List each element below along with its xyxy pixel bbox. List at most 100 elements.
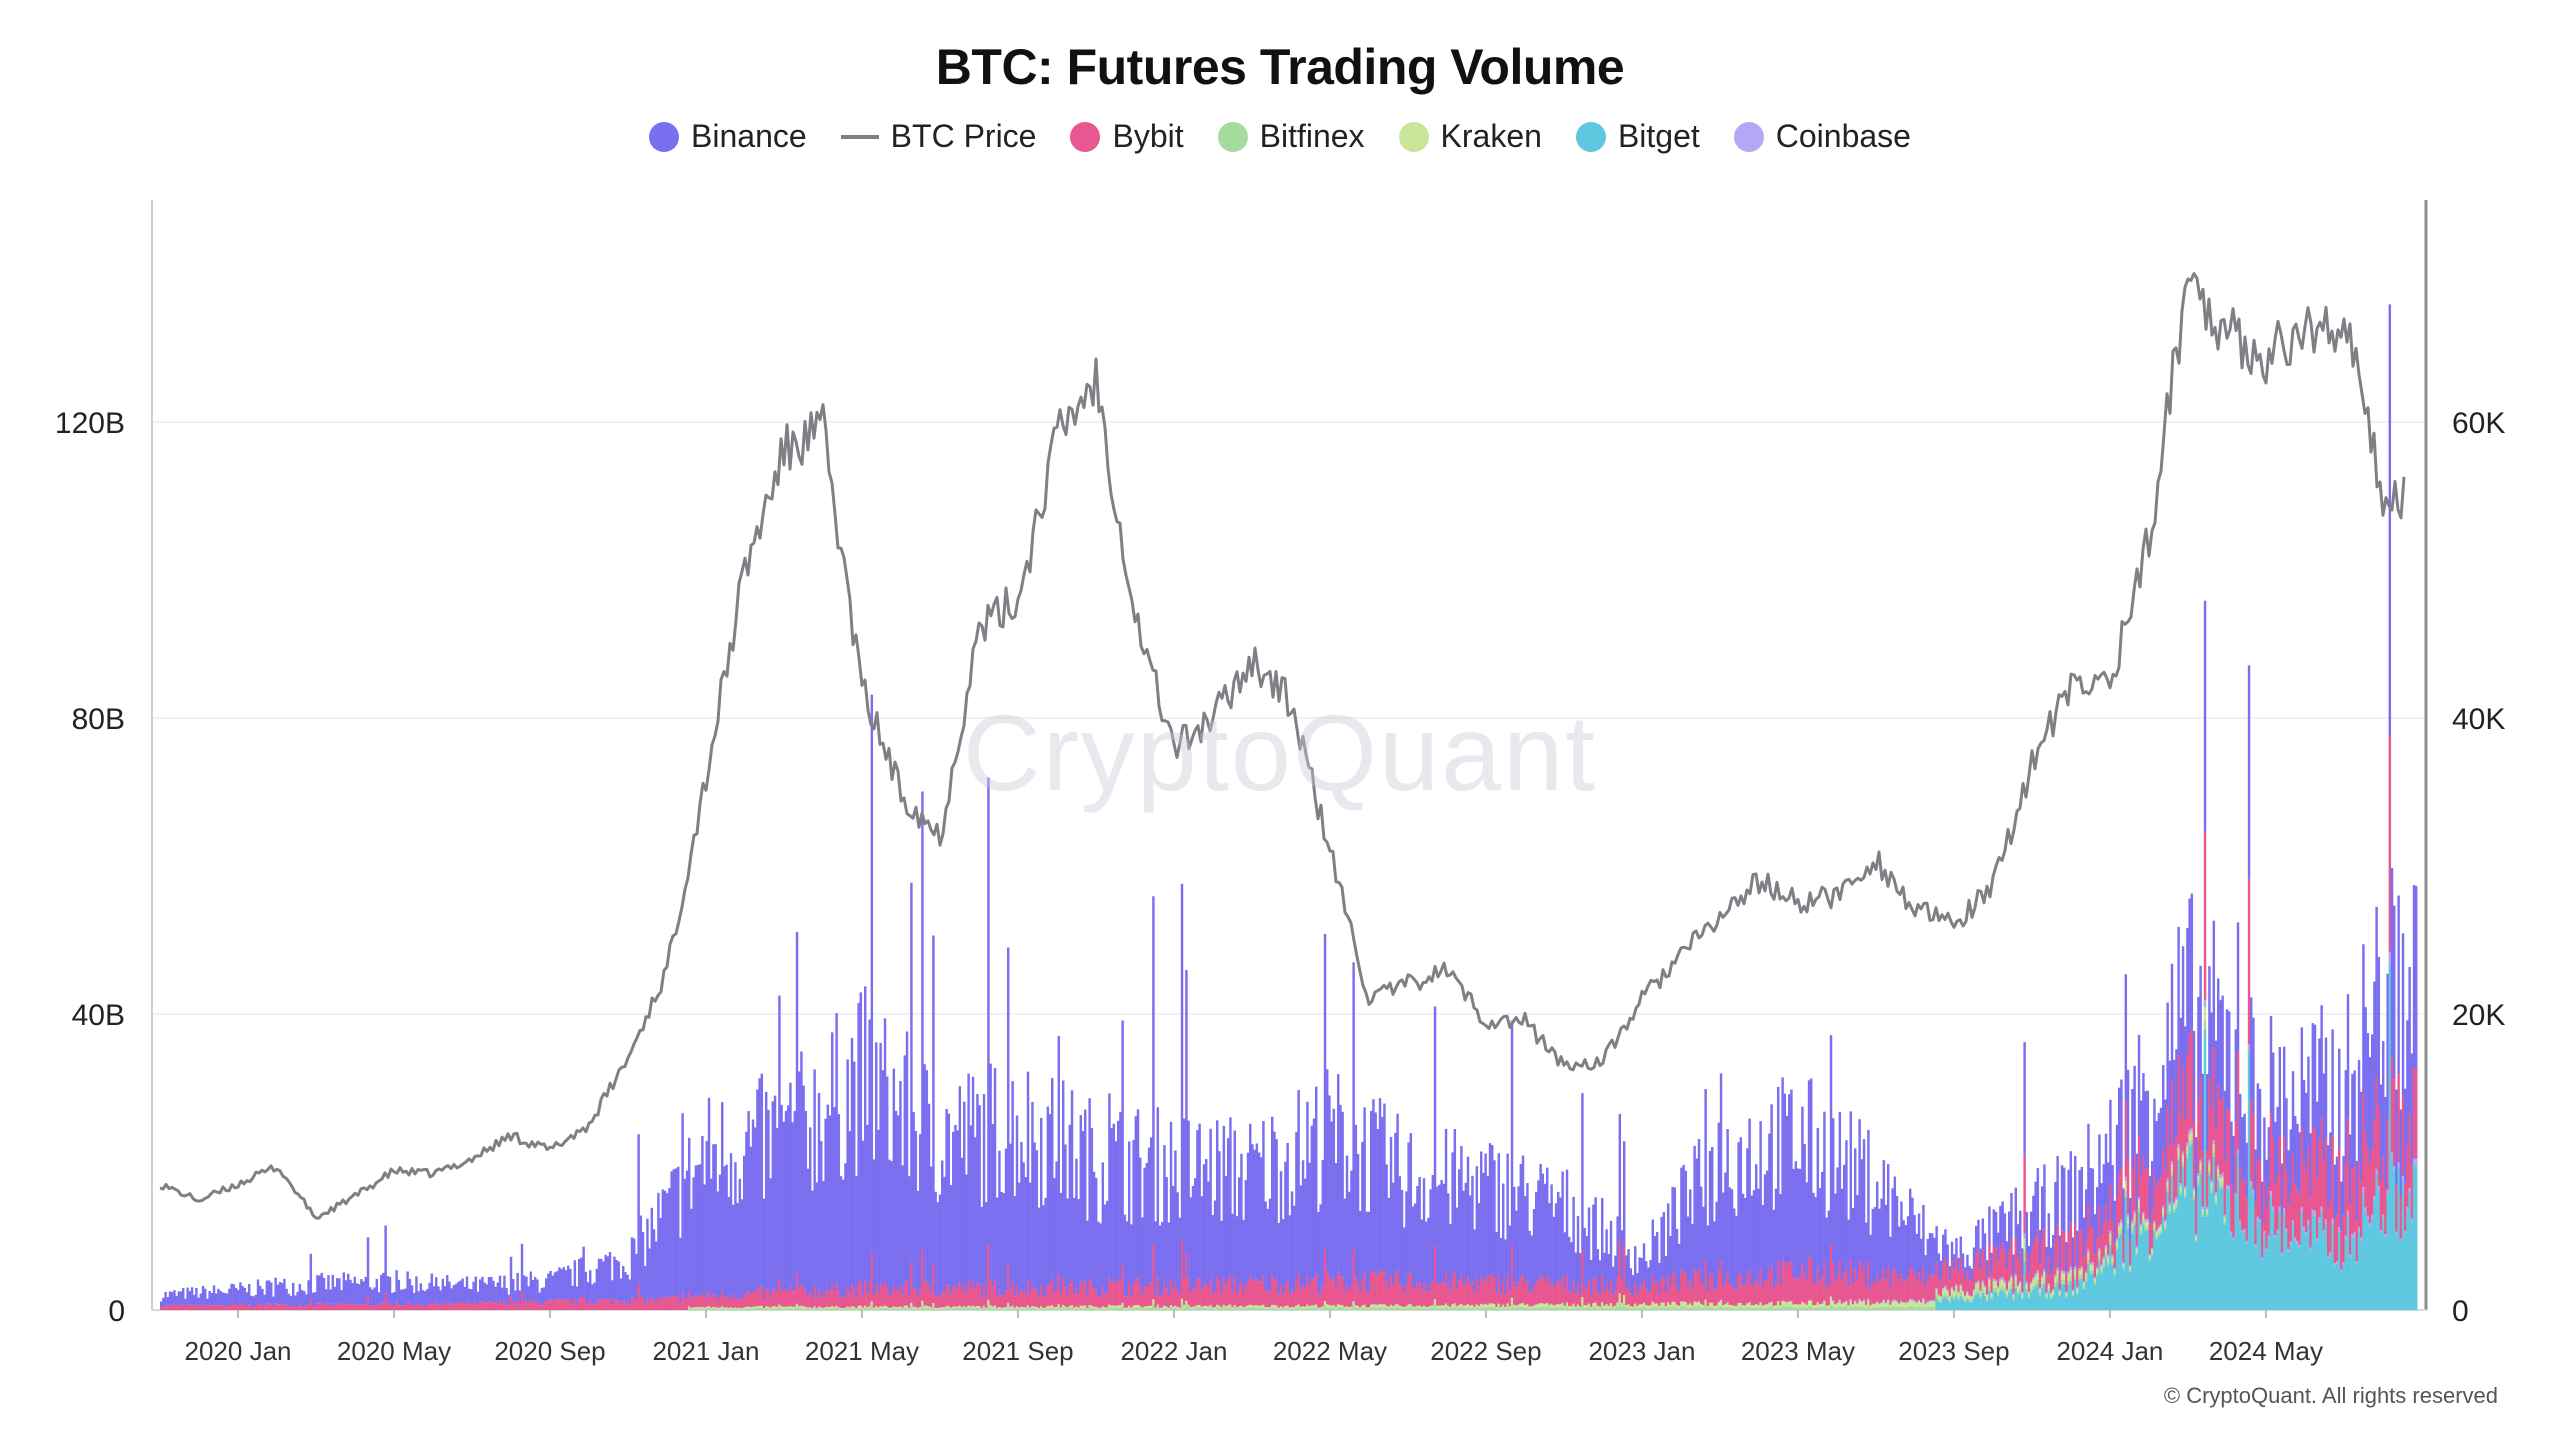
volume-bar-bybit <box>162 1306 165 1310</box>
volume-bar-bybit <box>2058 1268 2062 1290</box>
volume-bar-binance <box>1064 1144 1067 1288</box>
volume-bar-kraken <box>1128 1305 1131 1308</box>
volume-bar-bybit <box>1075 1288 1078 1307</box>
volume-bar-binance <box>364 1276 368 1304</box>
volume-bar-binance <box>388 1276 392 1304</box>
legend-item-kraken[interactable]: Kraken <box>1398 118 1542 155</box>
volume-bar-bybit <box>472 1302 475 1310</box>
volume-bar-binance <box>1968 1265 1971 1280</box>
volume-bar-binance <box>509 1256 513 1296</box>
volume-bar-bybit <box>960 1290 964 1308</box>
volume-bar-binance <box>2316 1101 2319 1179</box>
volume-bar-coinbase <box>2258 1219 2262 1223</box>
legend-item-bybit[interactable]: Bybit <box>1070 118 1184 155</box>
volume-bar-bybit <box>1649 1289 1652 1306</box>
legend-item-coinbase[interactable]: Coinbase <box>1733 118 1911 155</box>
volume-bar-coinbase <box>1926 1301 1930 1303</box>
volume-bar-binance <box>1024 1176 1028 1294</box>
volume-bar-binance <box>2265 1159 2268 1210</box>
volume-bar-bybit <box>1466 1277 1470 1305</box>
volume-bar-bybit <box>2135 1210 2139 1247</box>
volume-bar-binance <box>941 1160 944 1292</box>
volume-bar-kraken <box>820 1307 823 1309</box>
volume-bar-bybit <box>1374 1272 1377 1305</box>
volume-bar-kraken <box>1370 1304 1373 1308</box>
volume-bar-binance <box>1900 1201 1903 1275</box>
volume-bar-binance <box>1717 1122 1721 1271</box>
volume-bar-bitfinex <box>1541 1306 1545 1310</box>
x-tick-label: 2021 Sep <box>962 1336 1073 1366</box>
volume-bar-bitfinex <box>1678 1308 1681 1310</box>
volume-bar-bitfinex <box>1862 1306 1866 1310</box>
volume-bar-kraken <box>1774 1305 1778 1308</box>
volume-bar-bybit <box>2177 1054 2180 1144</box>
volume-bar-bybit <box>2322 1161 2326 1231</box>
legend-item-bitget[interactable]: Bitget <box>1575 118 1700 155</box>
volume-bar-bitfinex <box>692 1308 695 1310</box>
volume-bar-coinbase <box>2131 1220 2134 1224</box>
volume-bar-bitfinex <box>1150 1307 1153 1310</box>
volume-bar-kraken <box>1315 1304 1318 1308</box>
volume-bar-bybit <box>1306 1275 1309 1305</box>
volume-bar-bybit <box>787 1289 790 1307</box>
volume-bar-kraken <box>1288 1307 1292 1309</box>
volume-bar-kraken <box>1240 1305 1243 1308</box>
volume-bar-binance <box>2208 966 2211 1078</box>
volume-bar-bybit <box>1139 1285 1142 1307</box>
volume-bar-binance <box>842 1179 845 1299</box>
volume-bar-bybit <box>2124 1100 2128 1177</box>
volume-bar-bitfinex <box>1330 1307 1333 1310</box>
volume-bar-bitfinex <box>1970 1300 1974 1303</box>
volume-bar-binance <box>1730 1189 1734 1285</box>
volume-bar-binance <box>1152 896 1155 1244</box>
legend-item-bitfinex[interactable]: Bitfinex <box>1217 118 1365 155</box>
volume-bar-bybit <box>1092 1289 1096 1307</box>
volume-bar-bitfinex <box>1136 1307 1140 1310</box>
volume-bar-bybit <box>351 1304 354 1310</box>
volume-bar-binance <box>791 1122 794 1292</box>
volume-bar-coinbase <box>2170 1160 2174 1165</box>
volume-bar-bitfinex <box>1119 1307 1122 1310</box>
volume-bar-bybit <box>1246 1281 1250 1306</box>
volume-bar-bitfinex <box>978 1308 981 1310</box>
volume-bar-kraken <box>971 1305 975 1308</box>
volume-bar-bitfinex <box>2049 1296 2053 1299</box>
volume-bar-bybit <box>1506 1275 1509 1304</box>
volume-bar-coinbase <box>2247 1044 2251 1054</box>
legend-item-binance[interactable]: Binance <box>649 118 807 155</box>
volume-bar-kraken <box>938 1307 942 1309</box>
volume-bar-coinbase <box>2351 1234 2354 1239</box>
volume-bar-bitfinex <box>1920 1307 1923 1310</box>
volume-bar-binance <box>690 1208 693 1300</box>
volume-bar-bybit <box>2210 1109 2213 1180</box>
volume-bar-bybit <box>760 1286 764 1306</box>
volume-bar-binance <box>696 1164 700 1296</box>
volume-bar-binance <box>1814 1197 1817 1284</box>
volume-bar-bybit <box>1332 1277 1336 1306</box>
volume-bar-bitget <box>2179 1195 2183 1310</box>
volume-bar-bitfinex <box>2206 1214 2209 1217</box>
volume-bar-bitfinex <box>980 1309 984 1310</box>
volume-bar-binance <box>2111 1165 2114 1223</box>
volume-bar-bitget <box>1983 1295 1987 1310</box>
volume-bar-bybit <box>628 1304 632 1310</box>
volume-bar-binance <box>978 1105 981 1285</box>
volume-bar-binance <box>237 1289 240 1306</box>
volume-bar-bybit <box>353 1303 357 1310</box>
volume-bar-kraken <box>1759 1302 1762 1307</box>
volume-bar-bybit <box>419 1304 423 1310</box>
volume-bar-coinbase <box>1858 1298 1861 1300</box>
volume-bar-kraken <box>688 1306 691 1309</box>
volume-bar-bitget <box>2221 1187 2224 1310</box>
volume-bar-bitfinex <box>1961 1296 1965 1300</box>
volume-bar-bybit <box>274 1303 277 1310</box>
volume-bar-coinbase <box>1961 1290 1965 1292</box>
volume-bar-binance <box>1997 1232 2000 1262</box>
volume-bar-kraken <box>982 1305 986 1308</box>
volume-bar-bitfinex <box>2195 1239 2198 1242</box>
volume-bar-bybit <box>740 1299 744 1309</box>
legend-item-btc-price[interactable]: BTC Price <box>840 118 1036 155</box>
volume-bar-bitfinex <box>1189 1308 1193 1310</box>
volume-bar-binance <box>861 1140 865 1295</box>
volume-bar-kraken <box>1904 1303 1908 1308</box>
